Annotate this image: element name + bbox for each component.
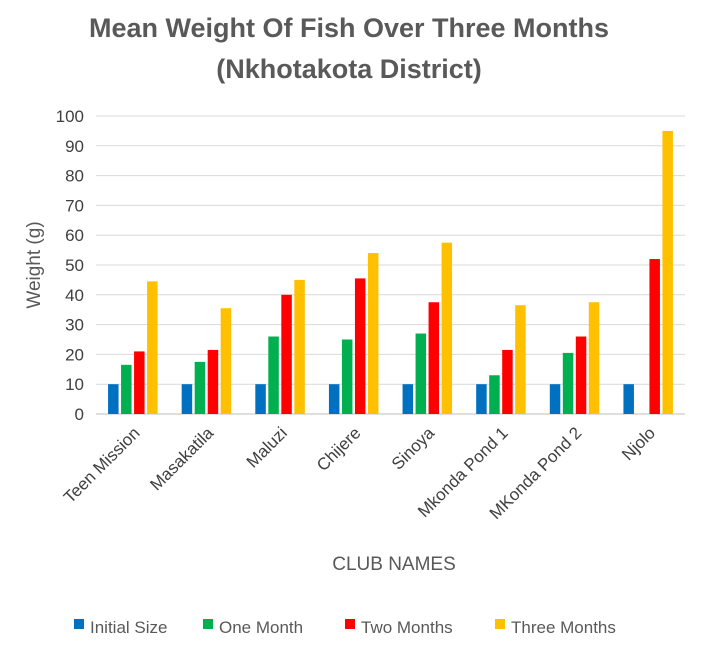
bar — [575, 336, 587, 414]
y-tick-label: 20 — [65, 345, 84, 364]
y-tick-label: 90 — [65, 137, 84, 156]
bar — [294, 279, 305, 414]
legend-swatch — [203, 619, 213, 629]
y-tick-label: 80 — [65, 167, 84, 186]
bar — [108, 384, 119, 414]
bar — [623, 384, 634, 414]
bar — [354, 278, 366, 414]
legend-swatch — [345, 619, 355, 629]
legend-label: Three Months — [511, 618, 616, 637]
bar — [328, 384, 340, 414]
bar — [194, 361, 206, 414]
x-tick-label: Masakatila — [146, 423, 217, 494]
bar — [268, 336, 279, 414]
y-tick-label: 50 — [65, 256, 84, 275]
bar — [134, 351, 145, 414]
bar — [588, 302, 600, 414]
chart-title: Mean Weight Of Fish Over Three Months — [89, 13, 609, 43]
y-tick-label: 30 — [65, 316, 84, 335]
bar — [281, 294, 292, 414]
bar — [562, 352, 574, 414]
bar — [441, 242, 453, 414]
y-tick-label: 40 — [65, 286, 84, 305]
y-tick-label: 70 — [65, 196, 84, 215]
x-tick-label: Teen Mission — [60, 423, 144, 507]
bar — [502, 349, 513, 414]
bar — [181, 384, 193, 414]
bar — [428, 302, 440, 414]
bar — [515, 305, 526, 414]
bar — [341, 339, 353, 414]
x-axis-category-labels: Teen Mission Masakatila Maluzi Chijere Sinoy… — [60, 423, 659, 523]
bar — [649, 259, 660, 414]
legend: Initial Size One Month Two Months Three Mon… — [74, 618, 616, 637]
y-axis-label: Weight (g) — [24, 221, 45, 308]
bar — [549, 384, 561, 414]
legend-label: One Month — [219, 618, 303, 637]
bar — [121, 364, 132, 414]
y-tick-label: 10 — [65, 375, 84, 394]
bar — [255, 384, 266, 414]
bar — [402, 384, 414, 414]
bar — [476, 384, 487, 414]
x-tick-label: Chijere — [313, 423, 365, 475]
y-tick-label: 0 — [75, 405, 84, 424]
bar — [662, 130, 673, 414]
bars — [108, 130, 673, 414]
x-axis-label: CLUB NAMES — [332, 554, 456, 575]
legend-swatch — [495, 619, 505, 629]
x-tick-label: Sinoya — [388, 423, 439, 474]
x-tick-label: Njolo — [618, 423, 659, 464]
bar — [367, 253, 379, 414]
gridlines — [96, 115, 685, 415]
y-tick-label: 100 — [56, 107, 84, 126]
bar — [147, 281, 158, 414]
x-tick-label: Maluzi — [243, 423, 291, 471]
legend-label: Initial Size — [90, 618, 167, 637]
bar — [489, 375, 500, 414]
bar — [220, 308, 232, 414]
legend-swatch — [74, 619, 84, 629]
y-tick-label: 60 — [65, 226, 84, 245]
legend-label: Two Months — [361, 618, 453, 637]
y-axis-ticks: 0 10 20 30 40 50 60 70 80 90 100 — [56, 107, 84, 424]
bar — [415, 333, 427, 414]
bar — [207, 349, 219, 414]
chart-subtitle: (Nkhotakota District) — [216, 54, 482, 84]
